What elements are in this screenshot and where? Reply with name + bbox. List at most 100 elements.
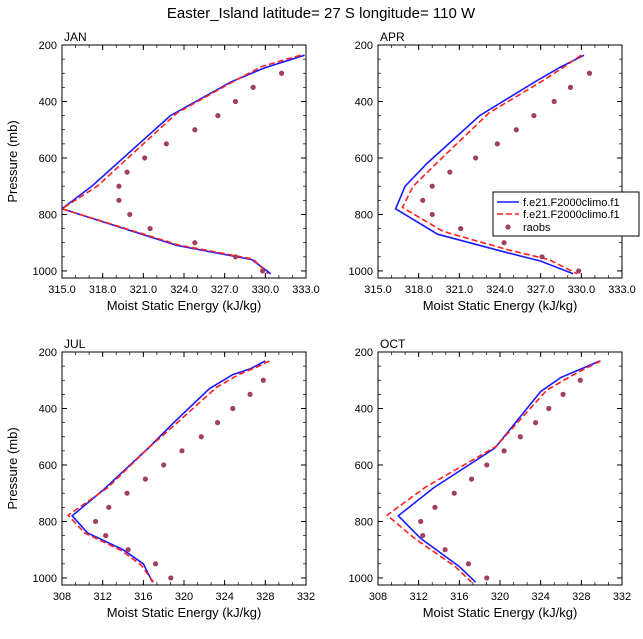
x-tick-label: 308 [53,591,71,603]
x-tick-label: 324.0 [170,284,198,296]
raobs-point [192,127,198,133]
y-tick-label: 400 [39,403,57,415]
x-tick-label: 312 [93,591,111,603]
panel-title: JAN [64,30,87,44]
raobs-point [142,155,148,161]
y-tick-label: 200 [39,347,57,359]
series-line-model2 [62,54,301,275]
raobs-point [517,434,523,440]
x-tick-label: 324 [531,591,549,603]
x-tick-label: 333.0 [292,284,320,296]
x-tick-label: 330.0 [568,284,596,296]
series-group [385,360,601,583]
x-tick-label: 332 [297,591,315,603]
raobs-point [447,169,453,175]
x-tick-label: 315.0 [48,284,76,296]
series-group [394,54,593,275]
x-tick-label: 321.0 [446,284,474,296]
raobs-point [232,254,239,260]
y-tick-label: 800 [39,209,57,221]
raobs-point [546,405,552,412]
x-axis-label: Moist Static Energy (kJ/kg) [107,605,262,620]
x-tick-label: 327.0 [527,284,555,296]
raobs-point [92,518,99,525]
raobs-point [152,561,159,567]
series-line-model2 [401,54,582,275]
x-tick-label: 324 [215,591,233,603]
raobs-point [260,268,266,274]
y-tick-label: 400 [355,96,373,108]
raobs-point [124,490,130,496]
series-group [62,54,305,275]
legend: f.e21.F2000climo.f1f.e21.F2000climo.f1ra… [492,191,640,237]
raobs-point [230,405,236,412]
y-tick-label: 600 [39,153,57,165]
series-line-model2 [66,360,270,583]
x-tick-label: 327.0 [211,284,239,296]
raobs-point [106,504,112,510]
raobs-point [465,561,472,567]
series-line-model1 [394,54,585,275]
raobs-point [442,547,448,553]
y-tick-label: 800 [355,209,373,221]
y-tick-label: 1000 [349,266,373,278]
raobs-point [214,420,221,426]
raobs-point [429,211,435,218]
panel-title: OCT [380,337,406,351]
x-axis-label: Moist Static Energy (kJ/kg) [423,298,578,313]
x-tick-label: 330.0 [252,284,280,296]
raobs-point [127,211,133,218]
raobs-point [125,547,131,553]
y-tick-label: 200 [355,347,373,359]
raobs-point [179,448,185,454]
raobs-point [494,141,500,147]
chart-panel-jul: JUL 308 312 316 320 324 328 332 200 400 600 800 1000… [5,337,315,620]
raobs-point [103,532,109,539]
x-tick-label: 328 [572,591,590,603]
plot-frame [377,44,623,279]
chart-panel-oct: OCT 308 312 316 320 324 328 332 200 400 600 800 1000… [349,337,632,620]
y-tick-label: 600 [39,460,57,472]
raobs-point [567,84,574,90]
raobs-point [192,240,198,246]
y-tick-label: 600 [355,460,373,472]
raobs-point [501,240,507,246]
series-line-model1 [397,360,600,583]
y-tick-label: 800 [355,516,373,528]
legend-entry-label: raobs [523,222,551,234]
series-line-model1 [62,54,305,275]
raobs-point [560,391,566,397]
raobs-point [484,575,490,581]
raobs-point [418,518,424,525]
y-tick-label: 600 [355,153,373,165]
raobs-point [473,155,479,161]
x-tick-label: 321.0 [130,284,158,296]
raobs-point [116,197,122,203]
raobs-point [161,462,167,468]
x-axis-label: Moist Static Energy (kJ/kg) [107,298,262,313]
raobs-point [532,420,539,426]
raobs-point [539,254,545,260]
raobs-point [429,183,435,189]
legend-entry-label: f.e21.F2000climo.f1 [523,197,620,209]
series-line-model1 [71,360,266,583]
raobs-point [168,575,174,581]
figure-title: Easter_Island latitude= 27 S longitude= … [167,5,476,22]
plot-frame [61,44,307,279]
x-tick-label: 332 [613,591,631,603]
panel-title: JUL [64,337,86,351]
series-line-model2 [385,360,601,583]
raobs-point [468,476,475,482]
raobs-point [513,127,519,133]
y-tick-label: 1000 [349,573,373,585]
x-tick-label: 316 [134,591,152,603]
raobs-point [247,391,253,397]
raobs-point [142,476,148,482]
raobs-point [124,169,130,175]
raobs-point [116,183,122,189]
y-tick-label: 400 [355,403,373,415]
raobs-point [163,141,169,147]
raobs-point [420,197,426,203]
raobs-point [576,268,582,274]
